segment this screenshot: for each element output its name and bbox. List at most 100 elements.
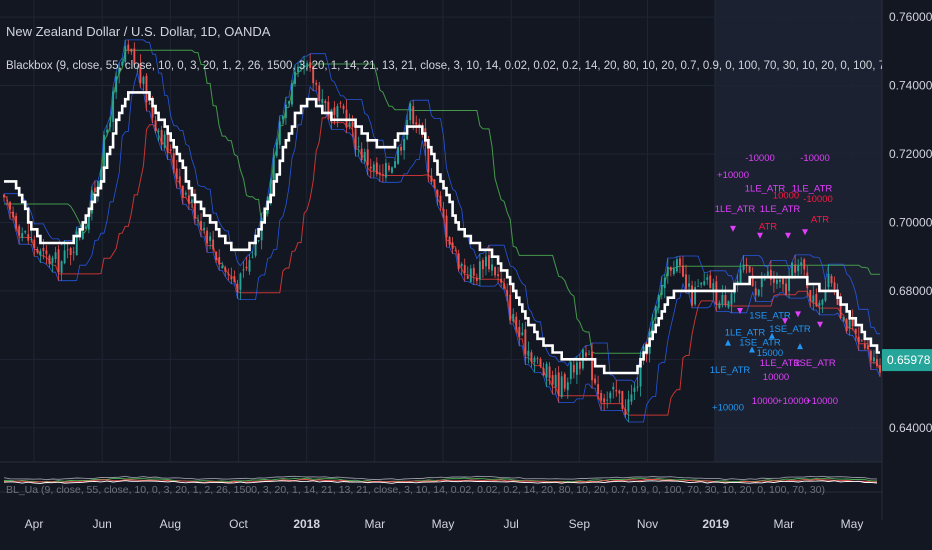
candle <box>224 265 227 277</box>
candle <box>630 384 633 405</box>
candle <box>190 197 193 209</box>
x-tick-label: Jun <box>92 517 111 531</box>
candle <box>518 319 521 346</box>
candle <box>378 164 381 182</box>
candle <box>869 349 872 370</box>
candle <box>397 146 399 165</box>
candle <box>491 256 493 276</box>
candle <box>30 229 33 243</box>
signal-label: 1LE_ATR <box>710 365 751 376</box>
candle <box>679 255 681 274</box>
candle <box>3 193 5 202</box>
candle <box>457 249 460 272</box>
x-tick-label: Sep <box>569 517 591 531</box>
x-tick-label: Jul <box>503 517 518 531</box>
candle <box>794 254 797 279</box>
candle <box>700 281 703 288</box>
candle <box>594 374 597 386</box>
candle <box>481 257 484 279</box>
candle <box>776 272 778 289</box>
candle <box>475 273 478 285</box>
candle <box>230 267 233 284</box>
indicator-legend[interactable]: Blackbox (9, close, 55, close, 10, 0, 3,… <box>6 60 882 72</box>
last-price-badge <box>882 349 932 372</box>
candle <box>866 339 869 350</box>
candle <box>618 389 621 403</box>
candle <box>363 148 366 164</box>
symbol-title[interactable]: New Zealand Dollar / U.S. Dollar, 1D, OA… <box>6 24 271 39</box>
signal-label: 1SE_ATR <box>739 338 781 349</box>
candle <box>297 62 299 78</box>
candle <box>830 273 833 287</box>
candle <box>139 54 142 88</box>
candle <box>782 276 784 292</box>
candle <box>748 266 751 273</box>
sub-indicator-legend[interactable]: BL_Ua (9, close, 55, close, 10, 0, 3, 20… <box>6 484 825 496</box>
candle <box>788 270 791 299</box>
candle <box>845 317 848 334</box>
candle <box>403 130 406 160</box>
candle <box>706 273 709 285</box>
candle <box>24 230 27 235</box>
candle <box>572 360 575 379</box>
signal-label: +10000 <box>717 170 749 181</box>
candle <box>524 321 527 365</box>
candle <box>409 101 412 125</box>
candle <box>366 140 369 175</box>
candle <box>624 399 627 418</box>
candle <box>18 224 21 245</box>
candle <box>754 281 757 302</box>
candle <box>797 259 800 277</box>
signal-label: 1LE_ATR <box>760 358 801 369</box>
candle <box>697 279 700 287</box>
short-arrow-marker <box>757 232 763 239</box>
candle <box>294 64 296 87</box>
x-tick-label: 2019 <box>702 517 729 531</box>
candle <box>45 245 48 265</box>
candle <box>369 158 372 179</box>
candle <box>12 206 15 221</box>
candle <box>745 257 748 274</box>
y-tick-label: 0.68000 <box>889 284 932 298</box>
candle <box>166 130 169 160</box>
candle <box>463 258 466 282</box>
candle <box>560 371 563 399</box>
time-axis[interactable]: Apr Jun Aug Oct 2018 Mar May Jul Sep Nov 2019 Mar Ma… <box>25 517 864 531</box>
candle <box>154 115 157 134</box>
candle <box>627 390 630 422</box>
candle <box>879 358 881 377</box>
candle <box>287 100 290 108</box>
signal-label: ATR <box>759 221 777 232</box>
candle <box>597 375 600 401</box>
candle <box>527 341 530 364</box>
candle <box>63 240 66 265</box>
signal-label: +10000 <box>777 396 809 407</box>
candle <box>51 255 54 273</box>
candle <box>72 246 75 261</box>
long-arrow-marker <box>769 332 775 339</box>
candle <box>454 247 457 252</box>
candle <box>860 339 863 342</box>
candle <box>633 382 636 401</box>
candle <box>442 201 445 219</box>
signal-label: +10000 <box>806 396 838 407</box>
y-tick-label: 0.72000 <box>889 147 932 161</box>
candle <box>591 342 593 389</box>
candle <box>569 358 572 385</box>
candle <box>433 179 436 189</box>
candle <box>281 115 284 124</box>
candle <box>536 356 539 364</box>
candle <box>494 266 496 278</box>
candle <box>566 377 569 399</box>
candle <box>612 382 615 399</box>
candle <box>203 222 205 234</box>
signal-label: 1SE_ATR <box>794 358 836 369</box>
short-arrow-marker <box>782 318 788 325</box>
candle <box>218 249 221 271</box>
candle <box>236 279 239 299</box>
candle <box>478 253 481 287</box>
candle <box>315 79 318 91</box>
candle <box>284 97 287 125</box>
